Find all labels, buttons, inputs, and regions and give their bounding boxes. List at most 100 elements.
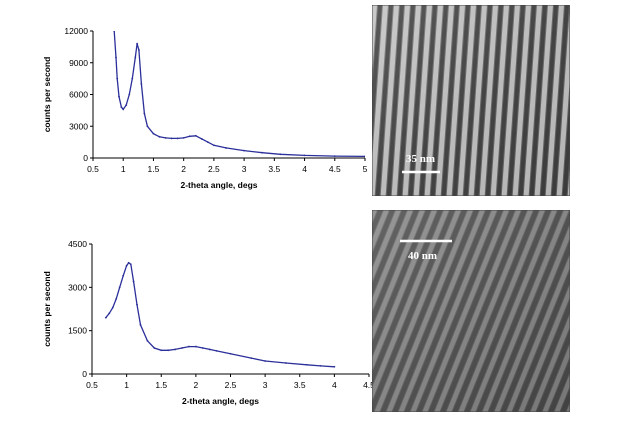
chart1-series-line bbox=[113, 31, 365, 158]
chart1-data-point bbox=[212, 144, 215, 147]
scale-label-bottom: 40 nm bbox=[408, 250, 437, 262]
chart1-y-tick-label: 0 bbox=[83, 153, 88, 163]
chart2-data-point bbox=[146, 339, 149, 342]
micrograph-bottom-svg: 40 nm bbox=[371, 209, 571, 413]
chart2-data-point bbox=[208, 348, 211, 351]
chart2-data-point bbox=[122, 274, 125, 277]
chart2-x-axis-label: 2-theta angle, degs bbox=[182, 396, 259, 406]
chart2-y-tick-label: 0 bbox=[82, 369, 87, 379]
chart2-data-point bbox=[139, 323, 142, 326]
chart1-data-point bbox=[146, 125, 149, 128]
chart2-x-tick-label: 1.5 bbox=[155, 380, 167, 390]
chart-bottom-svg: 0.5 1 1.5 2 2.5 3 3.5 4 4.5 0 1500 3000 4500 2-theta … bbox=[42, 239, 375, 406]
micrograph-top-stripes bbox=[372, 5, 570, 196]
chart1-x-tick-label: 4 bbox=[302, 164, 307, 174]
chart2-data-point bbox=[194, 345, 197, 348]
chart2-y-tick-label: 3000 bbox=[68, 282, 87, 292]
chart2-x-tick-label: 3 bbox=[263, 380, 268, 390]
chart1-data-point bbox=[143, 112, 146, 115]
chart2-data-point bbox=[188, 345, 190, 348]
chart1-data-point bbox=[158, 135, 161, 138]
chart1-data-point bbox=[136, 42, 139, 45]
chart2-data-point bbox=[264, 360, 267, 362]
chart1-data-point bbox=[122, 108, 125, 111]
chart2-data-point bbox=[201, 347, 204, 349]
chart1-y-tick-label: 9000 bbox=[69, 58, 88, 68]
chart-bottom: 0.5 1 1.5 2 2.5 3 3.5 4 4.5 0 1500 3000 4500 2-theta … bbox=[0, 220, 390, 420]
chart-top-svg: 0.5 1 1.5 2 2.5 3 3.5 4 4.5 5 0 3000 6000 9000 12000 2-… bbox=[42, 26, 368, 190]
chart2-data-point bbox=[136, 303, 138, 306]
chart2-y-axis-label: counts per second bbox=[42, 271, 52, 347]
chart1-x-axis-label: 2-theta angle, degs bbox=[181, 180, 258, 190]
chart-top: 0.5 1 1.5 2 2.5 3 3.5 4 4.5 5 0 3000 6000 9000 12000 2-… bbox=[0, 0, 370, 205]
chart1-data-point bbox=[333, 155, 336, 157]
chart1-data-point bbox=[140, 83, 143, 85]
chart1-y-tick-label: 6000 bbox=[69, 90, 88, 100]
chart2-data-point bbox=[215, 349, 218, 352]
chart2-data-point bbox=[167, 349, 170, 352]
chart2-data-point bbox=[115, 297, 118, 300]
chart2-data-point bbox=[111, 306, 114, 309]
chart1-data-point bbox=[125, 104, 128, 106]
chart2-data-point bbox=[127, 261, 130, 264]
chart2-y-tick-label: 4500 bbox=[68, 239, 87, 249]
chart2-data-point bbox=[305, 363, 308, 366]
chart1-x-tick-label: 1 bbox=[121, 164, 126, 174]
chart1-data-point bbox=[131, 77, 134, 80]
chart2-x-tick-label: 3.5 bbox=[294, 380, 306, 390]
chart1-data-point bbox=[182, 136, 185, 139]
micrograph-top-svg: 35 nm bbox=[371, 4, 571, 197]
chart2-data-point bbox=[181, 347, 183, 349]
chart1-data-point bbox=[164, 136, 167, 139]
chart1-x-tick-label: 4.5 bbox=[329, 164, 341, 174]
chart2-x-tick-label: 4.5 bbox=[363, 380, 375, 390]
chart2-data-point bbox=[250, 357, 253, 360]
chart1-x-tick-label: 3 bbox=[242, 164, 247, 174]
micrograph-bottom: 40 nm bbox=[371, 209, 571, 413]
chart2-x-tick-label: 2 bbox=[194, 380, 199, 390]
chart2-series-line bbox=[105, 261, 335, 368]
chart2-y-tick-label: 1500 bbox=[68, 326, 87, 336]
chart1-data-point bbox=[261, 151, 264, 154]
chart2-x-tick-label: 0.5 bbox=[86, 380, 98, 390]
chart2-data-point bbox=[174, 348, 177, 351]
chart1-data-point bbox=[200, 138, 203, 140]
chart1-y-axis-label: counts per second bbox=[42, 57, 52, 133]
chart1-data-point bbox=[243, 149, 246, 152]
chart1-data-point bbox=[116, 77, 119, 80]
chart1-x-tick-label: 2.5 bbox=[208, 164, 220, 174]
chart1-data-point bbox=[225, 147, 227, 149]
chart2-x-tick-label: 2.5 bbox=[225, 380, 237, 390]
chart2-x-tick-label: 4 bbox=[332, 380, 337, 390]
chart1-y-tick-label: 12000 bbox=[64, 26, 88, 36]
chart2-data-point bbox=[118, 286, 121, 289]
chart1-data-point bbox=[176, 137, 179, 140]
chart2-data-point bbox=[333, 365, 336, 368]
chart1-data-point bbox=[118, 95, 120, 98]
chart2-x-tick-label: 1 bbox=[124, 380, 129, 390]
chart1-data-point bbox=[188, 135, 191, 138]
micrograph-top: 35 nm bbox=[371, 4, 571, 197]
chart1-y-tick-label: 3000 bbox=[69, 121, 88, 131]
scale-label-top: 35 nm bbox=[406, 153, 435, 165]
chart1-data-point bbox=[113, 31, 116, 32]
chart1-x-tick-label: 1.5 bbox=[148, 164, 160, 174]
chart1-data-point bbox=[134, 56, 137, 59]
chart1-data-point bbox=[194, 134, 197, 137]
chart1-x-tick-label: 0.5 bbox=[87, 164, 99, 174]
chart2-data-point bbox=[129, 263, 132, 266]
chart2-data-point bbox=[132, 280, 135, 283]
chart1-data-point bbox=[152, 132, 155, 135]
chart2-data-point bbox=[285, 362, 287, 364]
chart2-data-point bbox=[160, 349, 163, 352]
chart2-data-point bbox=[229, 352, 232, 355]
chart1-x-tick-label: 3.5 bbox=[268, 164, 280, 174]
chart1-data-point bbox=[279, 153, 282, 156]
micrograph-bottom-stripes bbox=[372, 210, 570, 412]
chart1-x-tick-label: 2 bbox=[181, 164, 186, 174]
chart1-x-tick-label: 5 bbox=[363, 164, 368, 174]
chart2-data-point bbox=[108, 312, 111, 315]
chart1-data-point bbox=[128, 93, 131, 96]
chart1-data-point bbox=[170, 137, 173, 140]
chart2-data-point bbox=[319, 365, 322, 367]
